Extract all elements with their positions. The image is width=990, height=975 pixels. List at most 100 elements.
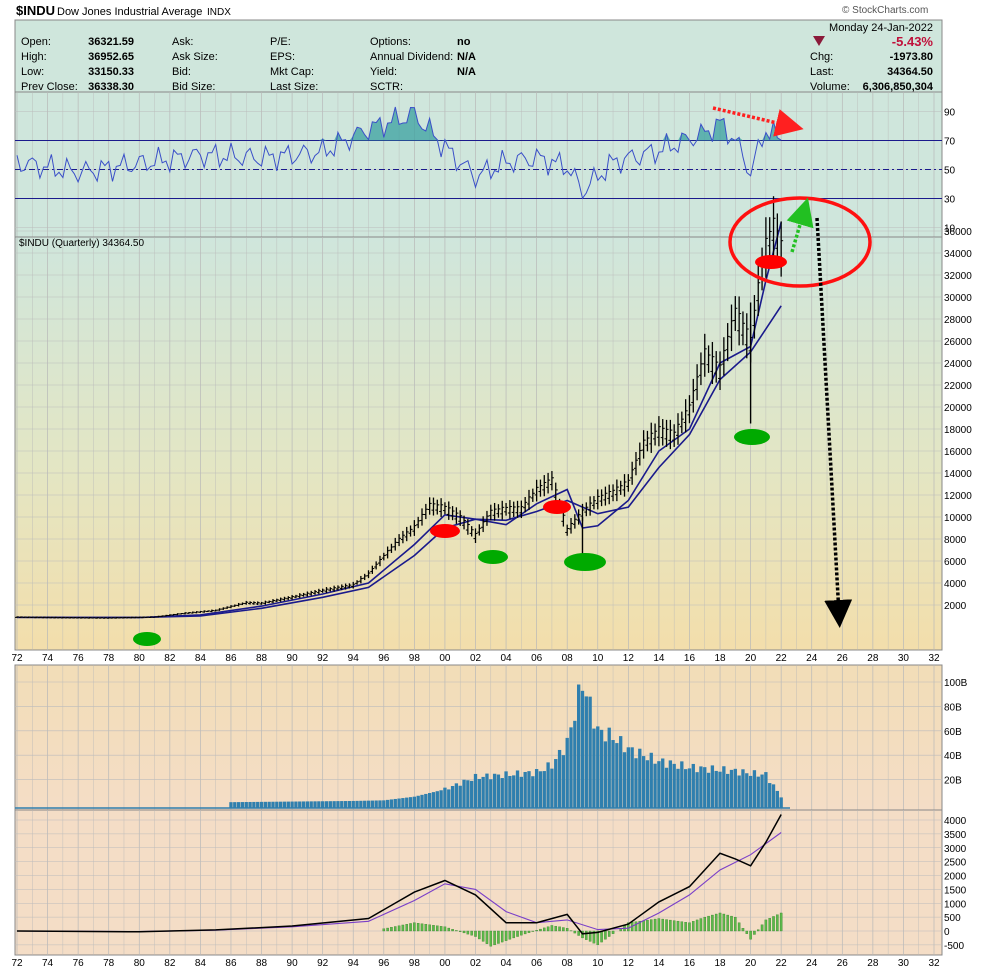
macd-hist-bar	[558, 927, 560, 931]
x-tick-label: 26	[837, 653, 849, 664]
volume-bar	[401, 798, 404, 808]
x-tick-label: 24	[806, 958, 818, 969]
x-tick-label: 78	[103, 653, 115, 664]
top-marker-2000	[430, 524, 460, 538]
volume-bar	[585, 696, 588, 808]
macd-hist-bar	[646, 920, 648, 931]
volume-bar	[367, 801, 370, 808]
macd-hist-bar	[471, 931, 473, 935]
price-tick-label: 30000	[944, 293, 972, 304]
price-tick-label: 28000	[944, 315, 972, 326]
header-label: SCTR:	[370, 81, 403, 93]
volume-bar	[298, 801, 301, 808]
x-tick-label: 14	[653, 653, 665, 664]
volume-bar	[768, 783, 771, 808]
volume-bar	[470, 781, 473, 808]
macd-hist-bar	[730, 916, 732, 931]
macd-hist-bar	[387, 928, 389, 931]
macd-hist-bar	[604, 931, 606, 939]
header-label: Mkt Cap:	[270, 66, 314, 78]
header-value: -1973.80	[890, 51, 933, 63]
volume-bar	[760, 775, 763, 808]
macd-hist-bar	[539, 929, 541, 931]
macd-hist-bar	[673, 921, 675, 931]
macd-hist-bar	[692, 921, 694, 931]
volume-bar	[692, 764, 695, 808]
volume-bar	[371, 801, 374, 808]
x-tick-label: 04	[501, 958, 513, 969]
macd-tick-label: 3000	[944, 844, 967, 855]
exchange-label: INDX	[207, 7, 231, 18]
macd-hist-bar	[677, 921, 679, 931]
volume-bar	[695, 772, 698, 808]
rsi-tick-label: 90	[944, 108, 956, 119]
macd-hist-bar	[394, 926, 396, 931]
price-tick-labels: 3600034000320003000028000260002400022000…	[944, 227, 972, 612]
x-tick-label: 10	[592, 653, 604, 664]
x-tick-label: 28	[867, 958, 879, 969]
volume-bar	[332, 801, 335, 808]
x-tick-label: 32	[928, 653, 940, 664]
volume-bar	[264, 802, 267, 808]
x-tick-label: 98	[409, 958, 421, 969]
macd-tick-label: 0	[944, 927, 950, 938]
top-marker-2022	[755, 255, 787, 269]
top-marker-2007	[543, 500, 571, 514]
macd-hist-bar	[436, 926, 438, 931]
volume-bar	[661, 758, 664, 808]
macd-hist-bar	[513, 931, 515, 938]
volume-bar	[321, 801, 324, 808]
volume-bar	[737, 776, 740, 808]
macd-tick-label: 1000	[944, 899, 967, 910]
volume-tick-label: 80B	[944, 702, 962, 713]
volume-bar	[757, 777, 760, 808]
header-label: High:	[21, 51, 47, 63]
volume-bar	[229, 802, 232, 808]
volume-bar	[711, 765, 714, 808]
x-tick-label: 72	[11, 958, 23, 969]
volume-bar	[390, 799, 393, 808]
macd-hist-bar	[417, 923, 419, 931]
volume-bar	[466, 780, 469, 808]
volume-bar	[493, 774, 496, 808]
volume-bar	[424, 794, 427, 808]
x-tick-label: 16	[684, 958, 696, 969]
header-label: Bid Size:	[172, 81, 215, 93]
macd-hist-bar	[608, 931, 610, 937]
volume-bar	[455, 783, 458, 808]
macd-hist-bar	[612, 931, 614, 934]
volume-bar	[256, 802, 259, 808]
macd-tick-label: 2500	[944, 858, 967, 869]
volume-bar	[283, 802, 286, 808]
header-value: 34364.50	[887, 66, 933, 78]
macd-tick-label: 1500	[944, 885, 967, 896]
volume-bar	[248, 802, 251, 808]
volume-bar	[741, 769, 744, 808]
macd-hist-bar	[753, 931, 755, 934]
macd-hist-bar	[421, 924, 423, 931]
volume-bar	[776, 791, 779, 808]
header-value: 36321.59	[88, 36, 134, 48]
x-tick-label: 72	[11, 653, 23, 664]
rsi-tick-label: 30	[944, 195, 956, 206]
volume-bar	[340, 801, 343, 808]
volume-bar	[336, 801, 339, 808]
volume-bar	[715, 771, 718, 808]
volume-bar	[481, 777, 484, 808]
macd-hist-bar	[501, 931, 503, 942]
header-value: 36338.30	[88, 81, 134, 93]
macd-hist-bar	[696, 920, 698, 931]
x-tick-label: 22	[776, 653, 788, 664]
macd-hist-bar	[497, 931, 499, 943]
volume-bar	[573, 721, 576, 808]
volume-bar	[615, 743, 618, 808]
volume-bar	[233, 802, 236, 808]
x-tick-label: 14	[653, 958, 665, 969]
volume-bar	[317, 801, 320, 808]
macd-hist-bar	[650, 920, 652, 931]
header-label: Volume:	[810, 81, 850, 93]
bottom-marker-2002	[478, 550, 508, 564]
macd-hist-bar	[578, 931, 580, 936]
